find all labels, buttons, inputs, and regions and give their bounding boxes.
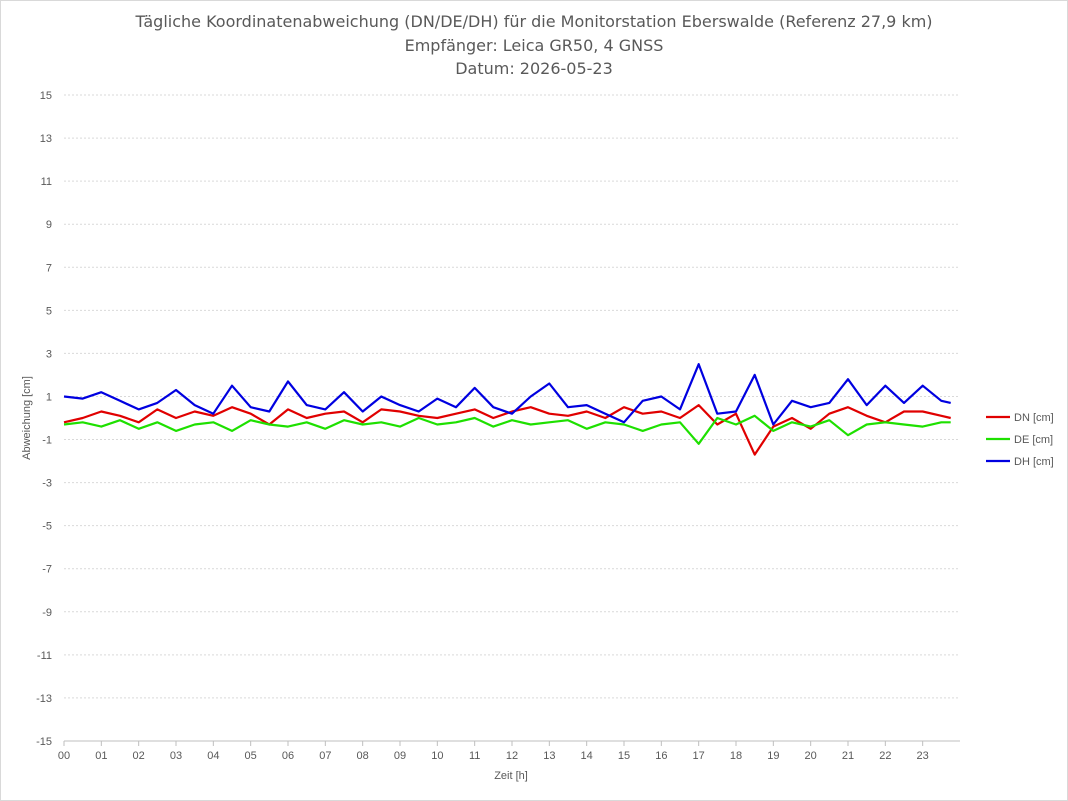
series-line-dh [63,363,951,426]
y-tick-label: 11 [41,176,52,188]
chart-date: Datum: 2026-05-23 [455,59,613,78]
x-tick-label: 15 [618,750,630,762]
y-tick-label: -15 [36,736,52,748]
y-tick-label: -5 [42,521,52,533]
x-tick-label: 01 [95,750,107,762]
x-axis-label: Zeit [h] [494,770,528,782]
x-tick-label: 14 [581,750,593,762]
legend-entry: DN [cm] [1014,412,1054,424]
x-tick-label: 19 [767,750,779,762]
y-tick-label: -1 [42,435,52,447]
x-tick-label: 04 [207,750,219,762]
series-line-dn [63,404,951,456]
y-tick-label: 13 [40,133,52,145]
x-tick-label: 03 [170,750,182,762]
x-tick-label: 13 [543,750,555,762]
x-tick-label: 21 [842,750,854,762]
x-tick-label: 10 [431,750,443,762]
legend-entry: DE [cm] [1014,434,1053,446]
x-tick-label: 09 [394,750,406,762]
x-tick-label: 16 [655,750,667,762]
y-tick-label: -13 [36,693,52,705]
x-tick-label: 23 [917,750,929,762]
x-tick-label: 07 [319,750,331,762]
x-tick-label: 22 [879,750,891,762]
x-tick-label: 12 [506,750,518,762]
y-tick-label: -11 [37,650,52,662]
chart-title: Tägliche Koordinatenabweichung (DN/DE/DH… [135,12,933,31]
x-tick-label: 02 [133,750,145,762]
y-tick-label: 9 [46,219,52,231]
y-tick-label: -9 [42,607,52,619]
x-tick-label: 18 [730,750,742,762]
y-tick-label: 15 [40,90,52,102]
x-tick-label: 00 [58,750,70,762]
x-tick-label: 05 [245,750,257,762]
x-tick-label: 17 [693,750,705,762]
x-tick-label: 08 [357,750,369,762]
y-tick-label: 5 [46,305,52,317]
legend-entry: DH [cm] [1014,456,1054,468]
series-line-de [63,414,951,445]
x-tick-label: 11 [469,750,480,762]
y-tick-label: -3 [42,478,52,490]
y-tick-label: -7 [42,564,52,576]
chart-subtitle: Empfänger: Leica GR50, 4 GNSS [404,36,664,55]
y-tick-label: 7 [46,262,52,274]
x-tick-label: 06 [282,750,294,762]
x-tick-label: 20 [805,750,817,762]
y-axis-label: Abweichung [cm] [21,376,33,460]
y-tick-label: 3 [46,348,52,360]
y-tick-label: 1 [46,391,52,403]
